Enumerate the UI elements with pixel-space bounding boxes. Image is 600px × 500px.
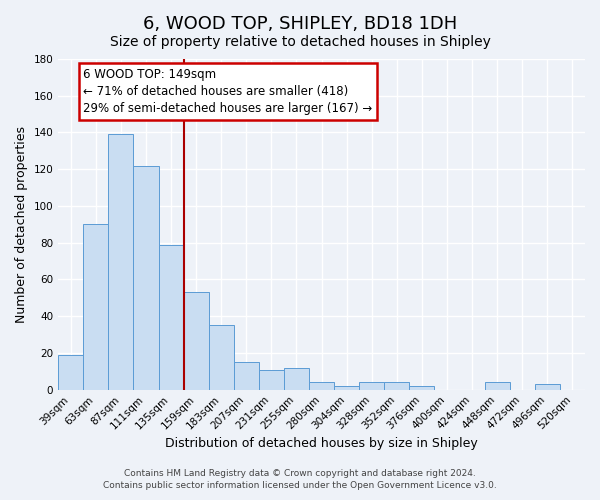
Bar [158, 244, 184, 390]
X-axis label: Distribution of detached houses by size in Shipley: Distribution of detached houses by size … [165, 437, 478, 450]
Bar [309, 382, 334, 390]
Bar [359, 382, 385, 390]
Bar [58, 355, 83, 390]
Bar [284, 368, 309, 390]
Bar [385, 382, 409, 390]
Y-axis label: Number of detached properties: Number of detached properties [15, 126, 28, 323]
Bar [209, 326, 234, 390]
Text: Contains HM Land Registry data © Crown copyright and database right 2024.
Contai: Contains HM Land Registry data © Crown c… [103, 469, 497, 490]
Bar [234, 362, 259, 390]
Bar [259, 370, 284, 390]
Bar [83, 224, 109, 390]
Bar [409, 386, 434, 390]
Text: 6, WOOD TOP, SHIPLEY, BD18 1DH: 6, WOOD TOP, SHIPLEY, BD18 1DH [143, 15, 457, 33]
Text: Size of property relative to detached houses in Shipley: Size of property relative to detached ho… [110, 35, 490, 49]
Bar [334, 386, 359, 390]
Text: 6 WOOD TOP: 149sqm
← 71% of detached houses are smaller (418)
29% of semi-detach: 6 WOOD TOP: 149sqm ← 71% of detached hou… [83, 68, 373, 115]
Bar [133, 166, 158, 390]
Bar [184, 292, 209, 390]
Bar [109, 134, 133, 390]
Bar [485, 382, 510, 390]
Bar [535, 384, 560, 390]
